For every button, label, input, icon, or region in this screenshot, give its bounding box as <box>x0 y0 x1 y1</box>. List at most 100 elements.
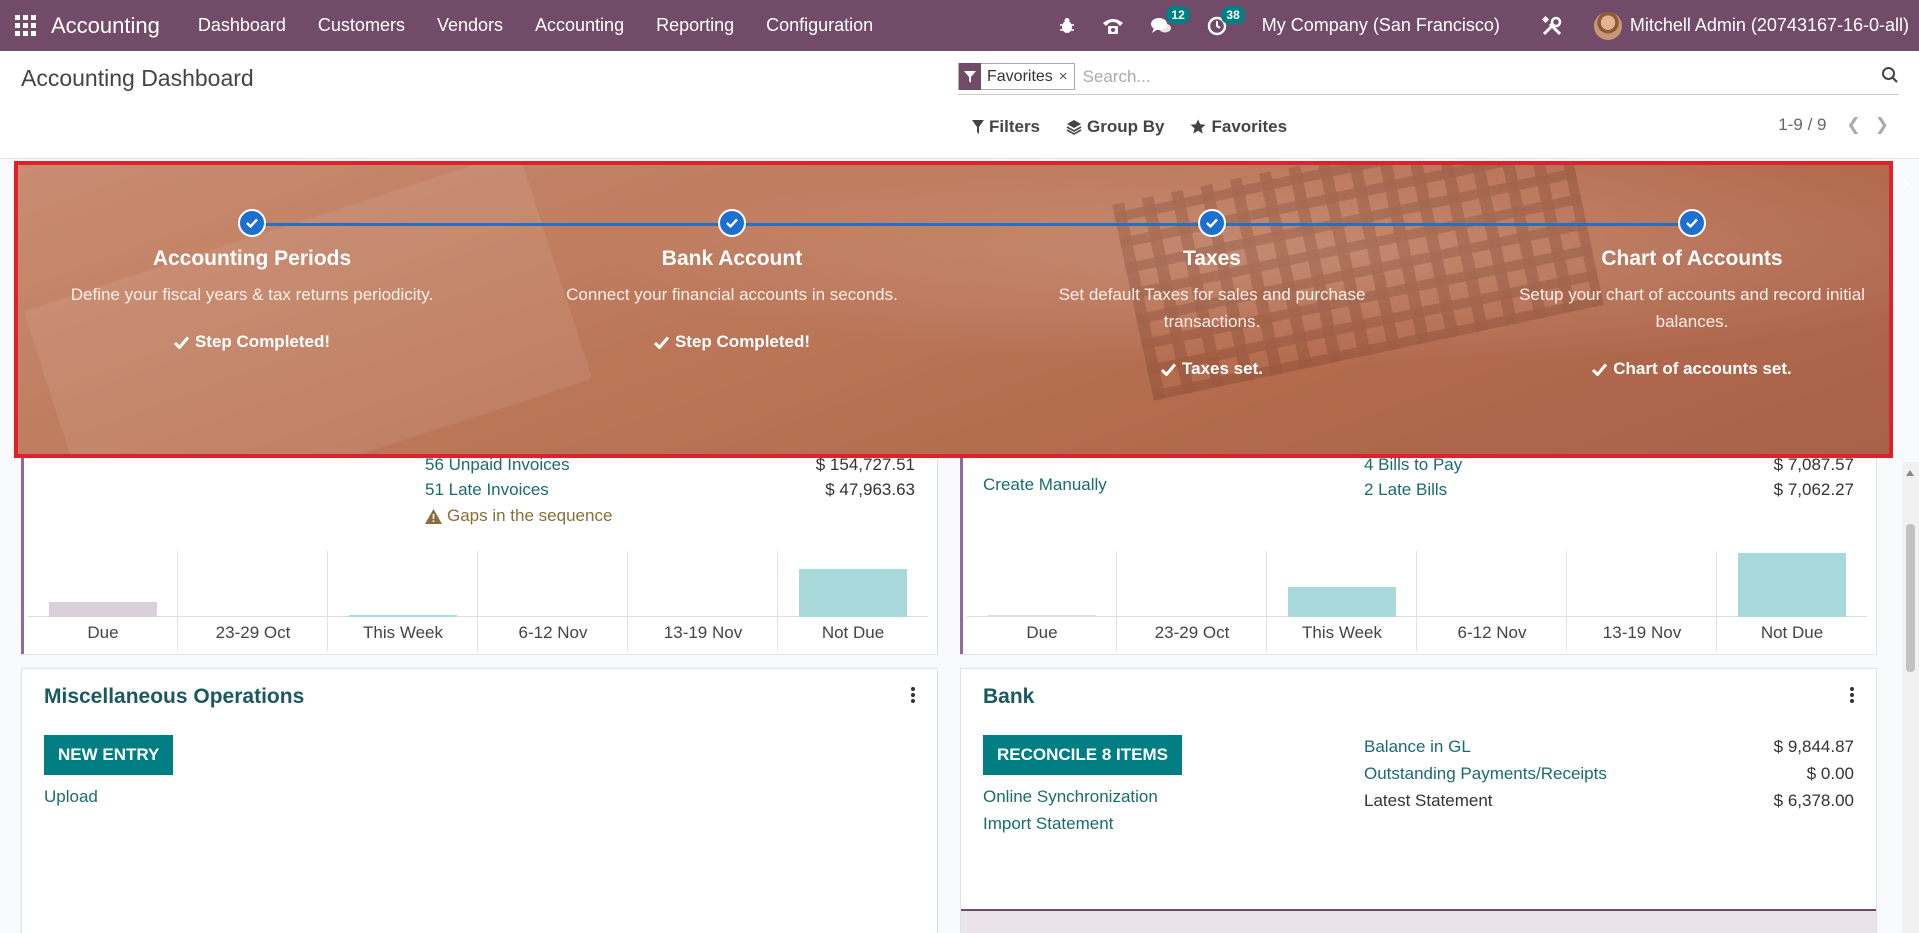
activities-count-badge: 38 <box>1221 5 1245 24</box>
late-bills-link[interactable]: 2 Late Bills <box>1364 480 1448 499</box>
chart-x-tick-label: 23-29 Oct <box>215 623 291 642</box>
pager-value[interactable]: 1-9 / 9 <box>1778 115 1827 134</box>
chart-x-tick-label: Due <box>1026 623 1058 642</box>
step-title[interactable]: Accounting Periods <box>152 247 352 270</box>
balance-gl-link[interactable]: Balance in GL <box>1364 737 1471 756</box>
bank-card-kebab-icon[interactable] <box>1850 685 1856 705</box>
nav-item-customers[interactable]: Customers <box>317 15 405 35</box>
bank-card-title[interactable]: Bank <box>983 685 1035 708</box>
step-status: Chart of accounts set. <box>1462 359 1889 379</box>
outstanding-payments-link[interactable]: Outstanding Payments/Receipts <box>1364 764 1607 783</box>
chart-baseline <box>28 616 928 617</box>
late-bills-amount: $ 7,062.27 <box>1773 480 1854 499</box>
upload-link[interactable]: Upload <box>44 787 98 806</box>
nav-item-reporting[interactable]: Reporting <box>656 15 735 35</box>
phone-icon[interactable] <box>1102 16 1124 36</box>
chart-bar[interactable] <box>988 614 1096 617</box>
sales-journal-card: 56 Unpaid Invoices $ 154,727.51 51 Late … <box>21 440 938 655</box>
gaps-warning[interactable]: Gaps in the sequence <box>425 506 612 526</box>
debug-bug-icon[interactable] <box>1058 17 1076 35</box>
step-bank-account: Bank Account Connect your financial acco… <box>502 209 962 352</box>
facet-remove-button[interactable]: × <box>1058 68 1068 85</box>
chart-x-tick-label: This Week <box>363 623 443 642</box>
balance-gl-amount: $ 9,844.87 <box>1773 737 1854 756</box>
nav-item-accounting[interactable]: Accounting <box>535 15 625 35</box>
scroll-up-icon[interactable] <box>1906 470 1914 476</box>
new-entry-button[interactable]: NEW ENTRY <box>44 735 174 775</box>
step-description: Connect your financial accounts in secon… <box>566 285 898 304</box>
page-scrollbar[interactable] <box>1902 462 1919 933</box>
search-icon[interactable] <box>1881 66 1899 89</box>
step-check-icon[interactable] <box>718 209 746 237</box>
checkmark-icon <box>173 336 189 349</box>
gaps-label: Gaps in the sequence <box>447 506 613 525</box>
user-menu[interactable]: Mitchell Admin (20743167-16-0-all) <box>1593 11 1909 40</box>
unpaid-invoices-link[interactable]: 56 Unpaid Invoices <box>425 455 570 474</box>
messages-icon[interactable]: 12 <box>1150 5 1190 36</box>
apps-menu-icon[interactable] <box>15 14 37 37</box>
search-facet: Favorites × <box>958 63 1075 90</box>
chart-column-divider <box>967 551 1117 651</box>
chart-x-tick-label: 6-12 Nov <box>1457 623 1527 642</box>
page-title: Accounting Dashboard <box>21 65 254 91</box>
steps-progress-line <box>242 223 1682 226</box>
chart-bar[interactable] <box>1738 553 1846 617</box>
pager-previous-icon[interactable]: ❮ <box>1846 115 1861 134</box>
misc-card-title[interactable]: Miscellaneous Operations <box>44 685 305 708</box>
step-check-icon[interactable] <box>238 209 266 237</box>
user-name: Mitchell Admin (20743167-16-0-all) <box>1629 15 1909 35</box>
step-title[interactable]: Bank Account <box>661 247 803 270</box>
filters-label: Filters <box>989 117 1041 136</box>
control-panel: Accounting Dashboard Favorites × Filters… <box>0 51 1919 159</box>
bank-balance-graph <box>961 909 1876 933</box>
pager-next-icon[interactable]: ❯ <box>1874 115 1889 134</box>
group-by-button[interactable]: Group By <box>1066 117 1164 137</box>
activities-clock-icon[interactable]: 38 <box>1207 5 1245 36</box>
bank-card: Bank RECONCILE 8 ITEMS Online Synchroniz… <box>960 668 1877 933</box>
chart-x-tick-label: 13-19 Nov <box>1602 623 1682 642</box>
chart-bar[interactable] <box>349 615 457 617</box>
nav-item-configuration[interactable]: Configuration <box>766 15 874 35</box>
scrollbar-thumb[interactable] <box>1906 524 1915 672</box>
nav-item-dashboard[interactable]: Dashboard <box>197 15 286 35</box>
create-manually-link[interactable]: Create Manually <box>983 475 1107 494</box>
late-invoices-link[interactable]: 51 Late Invoices <box>425 480 549 499</box>
checkmark-icon <box>653 336 669 349</box>
online-sync-link[interactable]: Online Synchronization <box>983 787 1158 806</box>
step-title[interactable]: Taxes <box>1183 247 1241 270</box>
step-status-label: Chart of accounts set. <box>1613 359 1792 378</box>
search-input[interactable] <box>1082 66 1843 87</box>
chart-column-divider <box>28 551 178 651</box>
search-options: Filters Group By Favorites <box>972 117 1313 137</box>
app-brand[interactable]: Accounting <box>51 12 160 38</box>
pager: 1-9 / 9 ❮ ❯ <box>1778 115 1889 135</box>
chart-column-divider <box>1417 551 1567 651</box>
step-description: Define your fiscal years & tax returns p… <box>70 285 434 304</box>
import-statement-link[interactable]: Import Statement <box>983 814 1114 833</box>
step-status-label: Step Completed! <box>194 332 331 351</box>
purchase-aging-chart: Due 23-29 Oct This Week 6-12 Nov 13-19 Nov No… <box>967 551 1867 651</box>
company-switcher[interactable]: My Company (San Francisco) <box>1261 15 1500 35</box>
favorites-button[interactable]: Favorites <box>1190 117 1287 137</box>
chart-bar[interactable] <box>1288 587 1396 617</box>
step-check-icon[interactable] <box>1198 209 1226 237</box>
reconcile-button[interactable]: RECONCILE 8 ITEMS <box>983 735 1182 775</box>
step-check-icon[interactable] <box>1678 209 1706 237</box>
chart-x-tick-label: Due <box>87 623 119 642</box>
step-title[interactable]: Chart of Accounts <box>1601 247 1783 270</box>
bills-to-pay-link[interactable]: 4 Bills to Pay <box>1364 455 1463 474</box>
chart-x-tick-label: This Week <box>1302 623 1382 642</box>
nav-item-vendors[interactable]: Vendors <box>436 15 504 35</box>
misc-card-kebab-icon[interactable] <box>911 685 917 705</box>
chart-bar[interactable] <box>49 601 157 617</box>
step-accounting-periods: Accounting Periods Define your fiscal ye… <box>22 209 482 352</box>
tools-icon[interactable] <box>1541 15 1563 37</box>
user-avatar <box>1593 11 1622 40</box>
banner-close-icon[interactable]: ✕ <box>1901 176 1913 192</box>
group-by-label: Group By <box>1087 117 1165 136</box>
star-icon <box>1190 119 1206 134</box>
chart-bar[interactable] <box>799 568 907 617</box>
filters-button[interactable]: Filters <box>972 117 1040 137</box>
step-status: Step Completed! <box>22 332 482 352</box>
chart-column-divider <box>1267 551 1417 651</box>
